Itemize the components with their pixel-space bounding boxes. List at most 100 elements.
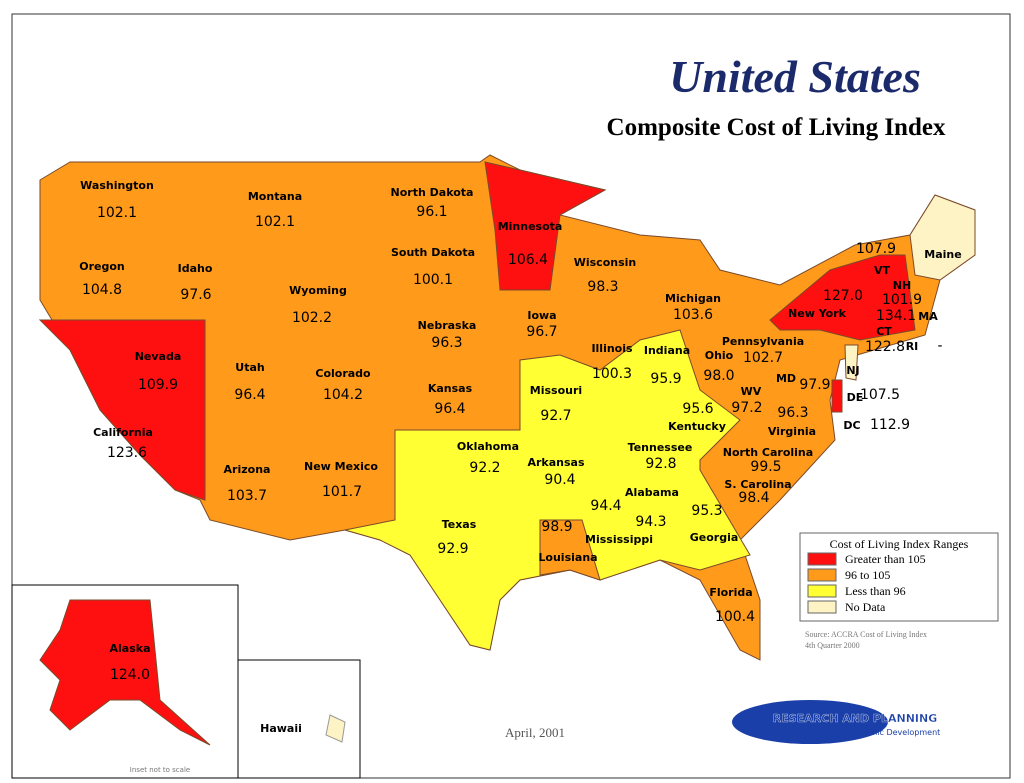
- state-value: 104.8: [82, 282, 122, 298]
- state-label: New Mexico: [304, 460, 378, 473]
- state-value: -: [937, 338, 942, 354]
- state-value: 90.4: [544, 472, 575, 488]
- state-value: 127.0: [823, 288, 863, 304]
- state-label: Kentucky: [668, 420, 726, 433]
- state-value: 101.7: [322, 484, 362, 500]
- delaware-shape: [831, 379, 843, 413]
- state-value: 104.2: [323, 387, 363, 403]
- state-value: 102.7: [743, 350, 783, 366]
- minnesota-shape: [484, 161, 607, 291]
- state-label: DE: [847, 391, 864, 404]
- state-label: North Carolina: [723, 446, 813, 459]
- legend-swatch: [807, 600, 837, 614]
- state-label: California: [93, 426, 153, 439]
- legend-title: Cost of Living Index Ranges: [830, 537, 969, 551]
- state-label: WV: [741, 385, 762, 398]
- state-value: 95.3: [691, 503, 722, 519]
- source-line: 4th Quarter 2000: [805, 641, 860, 650]
- state-value: 97.2: [731, 400, 762, 416]
- state-label: Kansas: [428, 382, 473, 395]
- legend-label: Greater than 105: [845, 552, 926, 566]
- state-value: 100.3: [592, 366, 632, 382]
- legend-swatch: [807, 552, 837, 566]
- state-label: Missouri: [530, 384, 582, 397]
- state-label: Nevada: [135, 350, 182, 363]
- source-line: Source: ACCRA Cost of Living Index: [805, 630, 927, 639]
- state-value: 97.6: [180, 287, 211, 303]
- northeast-red-region: [769, 254, 916, 341]
- legend-label: No Data: [845, 600, 886, 614]
- state-label: VT: [874, 264, 891, 277]
- logo-ellipse: [732, 700, 888, 744]
- state-label: Wyoming: [289, 284, 347, 297]
- legend-swatch: [807, 584, 837, 598]
- us-outline: [39, 154, 976, 661]
- state-value: 95.9: [650, 371, 681, 387]
- logo-subtitle: Missouri Economic Development: [810, 728, 941, 737]
- state-value: 123.6: [107, 445, 147, 461]
- state-label: Hawaii: [260, 722, 302, 735]
- state-value: 109.9: [138, 377, 178, 393]
- state-value: 112.9: [870, 417, 910, 433]
- state-value: 94.3: [635, 514, 666, 530]
- state-label: Tennessee: [628, 441, 693, 454]
- state-label: DC: [843, 419, 860, 432]
- state-value: 102.1: [255, 214, 295, 230]
- state-label: S. Carolina: [724, 478, 791, 491]
- state-value: 134.1: [876, 308, 916, 324]
- state-value: 92.8: [645, 456, 676, 472]
- state-label: Idaho: [178, 262, 213, 275]
- louisiana-shape: [539, 519, 601, 581]
- us-shapes: [38, 154, 976, 661]
- state-label: Utah: [235, 361, 264, 374]
- west-red-region: [38, 319, 206, 501]
- state-label: South Dakota: [391, 246, 475, 259]
- state-label: Maine: [924, 248, 961, 261]
- state-label: Montana: [248, 190, 302, 203]
- state-value: 124.0: [110, 667, 150, 683]
- state-value: 92.9: [437, 541, 468, 557]
- state-label: NJ: [846, 364, 859, 377]
- state-value: 96.4: [434, 401, 465, 417]
- state-label: MA: [918, 310, 938, 323]
- state-label: Alaska: [110, 642, 151, 655]
- state-value: 102.1: [97, 205, 137, 221]
- hawaii-shape: [325, 714, 346, 743]
- state-value: 100.4: [715, 609, 755, 625]
- state-label: RI: [906, 340, 919, 353]
- state-value: 92.7: [540, 408, 571, 424]
- state-value: 106.4: [508, 252, 548, 268]
- state-label: Pennsylvania: [722, 335, 804, 348]
- state-label: New York: [788, 307, 847, 320]
- state-label: Georgia: [690, 531, 739, 544]
- state-label: Arkansas: [527, 456, 584, 469]
- state-label: Mississippi: [585, 533, 653, 546]
- state-value: 99.5: [750, 459, 781, 475]
- legend-label: Less than 96: [845, 584, 906, 598]
- state-label: Michigan: [665, 292, 721, 305]
- inset-note: Inset not to scale: [130, 766, 190, 774]
- state-label: Arizona: [224, 463, 271, 476]
- state-label: Louisiana: [538, 551, 597, 564]
- legend-label: 96 to 105: [845, 568, 890, 582]
- state-label: Washington: [80, 179, 154, 192]
- state-label: NH: [893, 279, 911, 292]
- state-label: MD: [776, 372, 796, 385]
- nj-shape: [844, 344, 859, 381]
- title: United States: [669, 51, 921, 102]
- state-label: Minnesota: [498, 220, 563, 233]
- state-value: 96.7: [526, 324, 557, 340]
- state-value: 92.2: [469, 460, 500, 476]
- south-central-region: [344, 329, 751, 651]
- state-value: 96.1: [416, 204, 447, 220]
- state-value: 107.9: [856, 241, 896, 257]
- legend-swatch: [807, 568, 837, 582]
- state-label: Oregon: [79, 260, 125, 273]
- state-value: 95.6: [682, 401, 713, 417]
- state-label: Ohio: [705, 349, 734, 362]
- state-label: Oklahoma: [457, 440, 519, 453]
- subtitle: Composite Cost of Living Index: [607, 114, 946, 141]
- state-value: 107.5: [860, 387, 900, 403]
- state-label: Virginia: [768, 425, 816, 438]
- state-value: 98.0: [703, 368, 734, 384]
